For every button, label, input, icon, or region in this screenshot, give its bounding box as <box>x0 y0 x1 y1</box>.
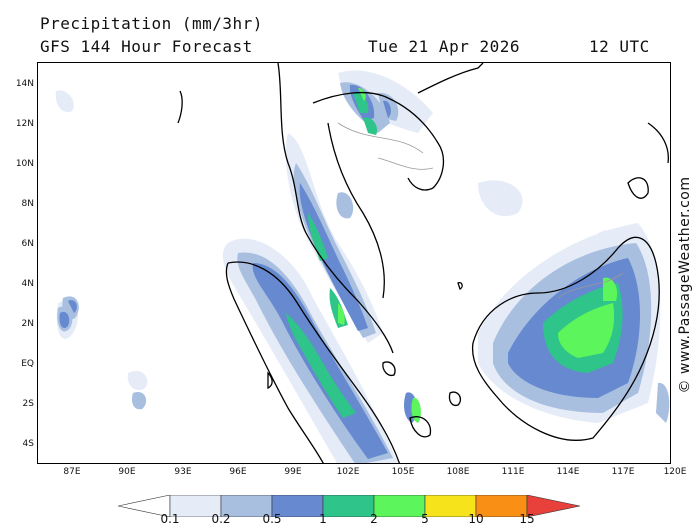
copyright-credit: © www.PassageWeather.com <box>673 170 697 400</box>
lat-label-eq: EQ <box>21 359 34 369</box>
lat-label-8n: 8N <box>21 199 34 209</box>
lat-label-4n: 4N <box>21 279 34 289</box>
lon-label-105e: 105E <box>391 467 415 477</box>
lat-label-12n: 12N <box>15 119 34 129</box>
legend-label-0.1: 0.1 <box>160 512 180 526</box>
legend-label-1: 1 <box>319 512 327 526</box>
legend-label-5: 5 <box>421 512 429 526</box>
lat-label-14n: 14N <box>15 79 34 89</box>
precipitation-map <box>37 62 671 464</box>
precipitation-shading <box>55 70 670 463</box>
legend-label-2: 2 <box>370 512 378 526</box>
map-title: Precipitation (mm/3hr) <box>40 14 263 33</box>
lat-label-4s: 4S <box>22 439 34 449</box>
forecast-date: Tue 21 Apr 2026 <box>368 37 520 56</box>
legend-swatch-above-15 <box>526 495 580 517</box>
lon-label-90e: 90E <box>118 467 136 477</box>
lon-label-87e: 87E <box>63 467 81 477</box>
precipitation-legend <box>118 495 580 517</box>
lat-label-2n: 2N <box>21 319 34 329</box>
legend-label-15: 15 <box>519 512 535 526</box>
lat-label-10n: 10N <box>15 159 34 169</box>
lon-label-93e: 93E <box>174 467 192 477</box>
lat-label-2s: 2S <box>22 399 34 409</box>
lon-label-99e: 99E <box>284 467 302 477</box>
forecast-subtitle: GFS 144 Hour Forecast <box>40 37 253 56</box>
map-canvas <box>55 63 670 463</box>
forecast-time: 12 UTC <box>589 37 650 56</box>
coastlines <box>177 63 669 463</box>
legend-label-10: 10 <box>468 512 484 526</box>
lon-label-102e: 102E <box>336 467 360 477</box>
lon-label-120e: 120E <box>663 467 687 477</box>
country-borders <box>337 122 624 299</box>
lon-label-117e: 117E <box>611 467 635 477</box>
legend-label-0.5: 0.5 <box>262 512 282 526</box>
lon-label-96e: 96E <box>229 467 247 477</box>
lon-label-114e: 114E <box>556 467 580 477</box>
lon-label-111e: 111E <box>501 467 525 477</box>
credit-text: © www.PassageWeather.com <box>677 176 693 394</box>
legend-label-0.2: 0.2 <box>211 512 231 526</box>
lon-label-108e: 108E <box>446 467 470 477</box>
lat-label-6n: 6N <box>21 239 34 249</box>
